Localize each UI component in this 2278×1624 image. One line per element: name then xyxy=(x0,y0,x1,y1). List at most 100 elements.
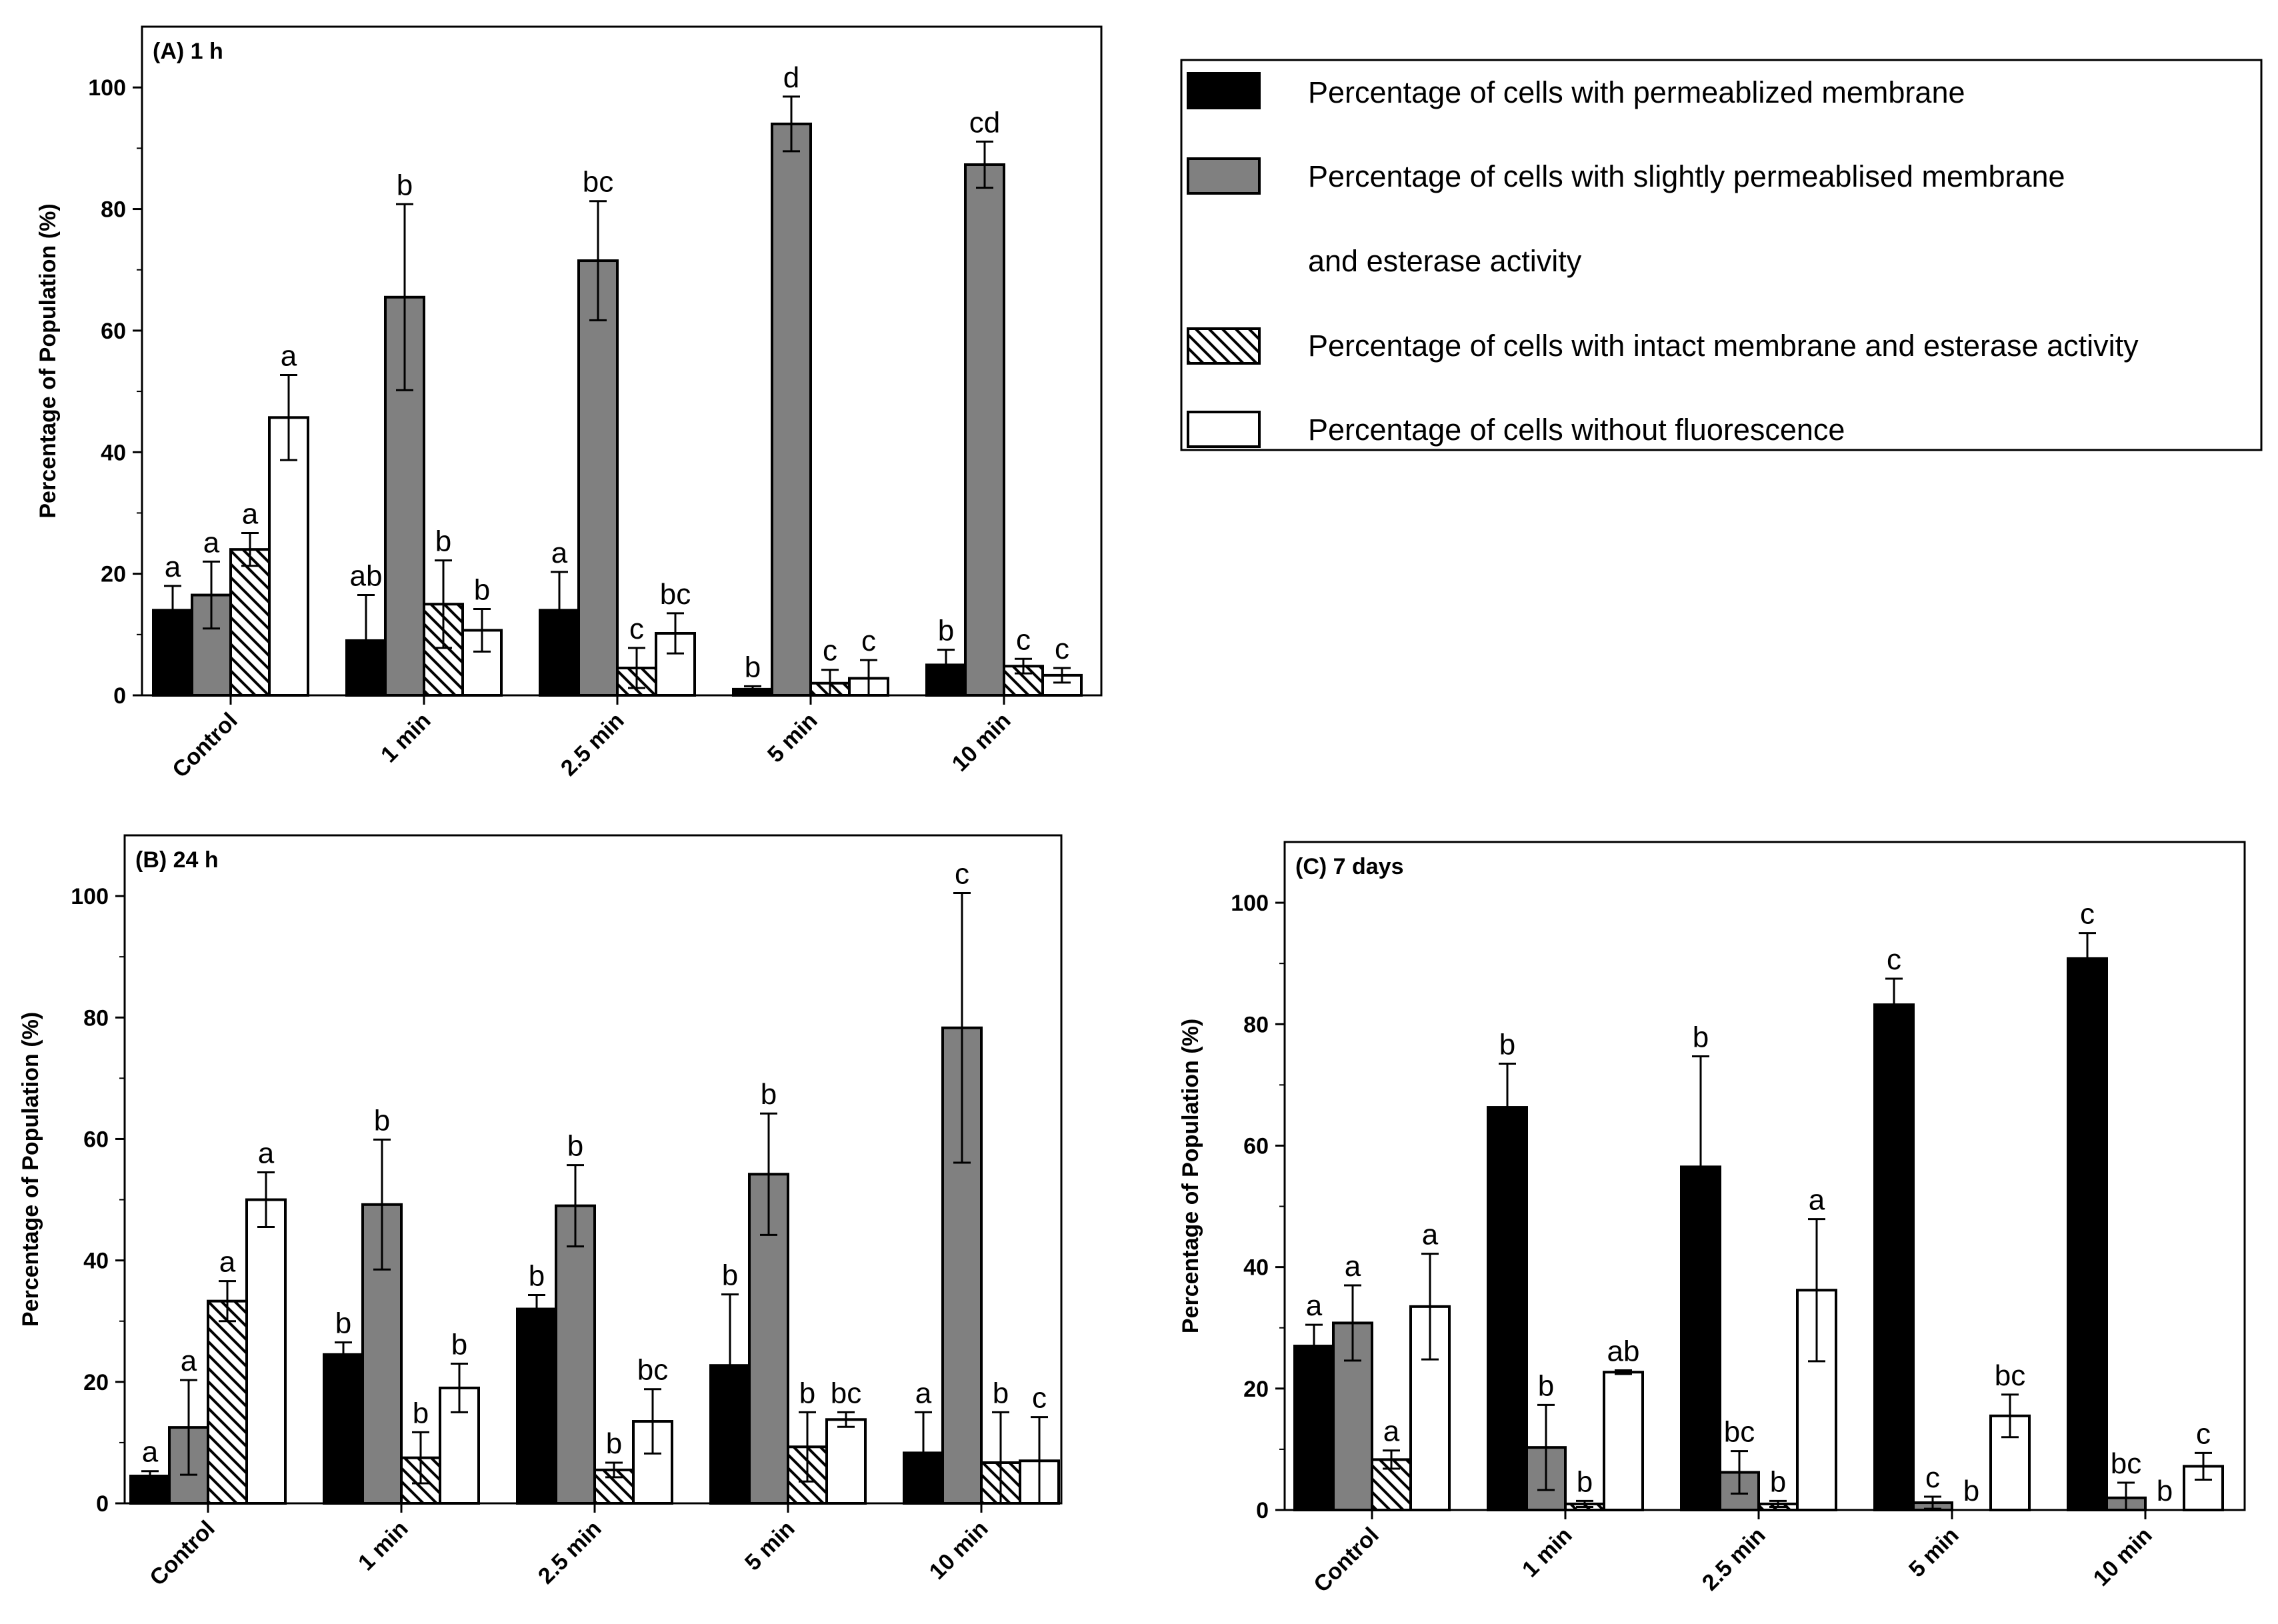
panel-a-chart: (A) 1 h Percentage of Population (%) 0 20 40… xyxy=(35,25,1103,783)
panel-c-y-tick-label: 100 xyxy=(1231,891,1269,916)
panel-b-significance-letter: b xyxy=(451,1328,467,1361)
panel-a-significance-letter: b xyxy=(397,169,413,201)
panel-b-bar-permeablized xyxy=(516,1307,557,1505)
panel-b-significance-letter: b xyxy=(567,1130,583,1163)
panel-b-chart: (B) 24 h Percentage of Population (%) 0 20 4… xyxy=(18,834,1063,1591)
panel-c-significance-letter: c xyxy=(1925,1461,1940,1494)
legend-item-slightly-permeablised: Percentage of cells with slightly permea… xyxy=(1187,157,2065,278)
panel-b-y-tick-label: 100 xyxy=(71,884,109,909)
panel-b-y-tick-label: 0 xyxy=(96,1491,109,1517)
panel-a-significance-letter: b xyxy=(745,651,761,683)
panel-b-x-tick-label: 5 min xyxy=(740,1516,800,1576)
panel-a-significance-letter: b xyxy=(435,525,451,558)
panel-b-bar-nofluor xyxy=(245,1198,287,1505)
panel-c-y-tick-label: 20 xyxy=(1243,1377,1269,1402)
panel-c-significance-letter: bc xyxy=(1724,1416,1755,1449)
panel-c-y-axis-title: Percentage of Population (%) xyxy=(1178,1019,1203,1333)
panel-c-significance-letter: c xyxy=(2196,1417,2211,1450)
legend-item-intact: Percentage of cells with intact membrane… xyxy=(1187,327,2139,365)
panel-c-title: (C) 7 days xyxy=(1295,854,1404,879)
panel-b-significance-letter: bc xyxy=(637,1354,668,1387)
panel-b-title: (B) 24 h xyxy=(135,847,219,873)
panel-a-x-tick-label: 10 min xyxy=(947,708,1016,777)
panel-a-significance-letter: bc xyxy=(660,578,691,611)
panel-b-significance-letter: a xyxy=(258,1137,275,1170)
panel-b-y-tick-label: 80 xyxy=(83,1005,109,1031)
panel-a-y-tick-label: 60 xyxy=(101,319,126,344)
panel-a-significance-letter: a xyxy=(203,526,220,559)
panel-c-bar-permeablized xyxy=(1293,1345,1335,1512)
panel-b-x-tick-label: 1 min xyxy=(353,1516,413,1576)
legend-swatch-black xyxy=(1187,72,1261,109)
panel-b-bar-slightly xyxy=(748,1173,789,1505)
panel-b-significance-letter: b xyxy=(413,1397,429,1429)
panel-c-significance-letter: b xyxy=(1538,1369,1554,1402)
panel-b-significance-letter: a xyxy=(915,1377,932,1409)
panel-c-significance-letter: a xyxy=(1809,1184,1825,1217)
panel-a-significance-letter: a xyxy=(551,537,568,569)
panel-c-bar-permeablized xyxy=(1873,1003,1915,1511)
panel-b-y-tick-label: 60 xyxy=(83,1127,109,1152)
panel-b-significance-letter: a xyxy=(142,1436,159,1469)
panel-c-significance-letter: c xyxy=(1887,943,1901,976)
panel-b-y-axis-title: Percentage of Population (%) xyxy=(18,1012,43,1327)
panel-b-significance-letter: b xyxy=(799,1377,815,1409)
panel-c-x-tick-label: 10 min xyxy=(2089,1523,2157,1591)
panel-c-significance-letter: ab xyxy=(1607,1335,1640,1367)
panel-c-significance-letter: bc xyxy=(2111,1447,2141,1480)
panel-c-significance-letter: b xyxy=(1963,1475,1979,1507)
panel-c-significance-letter: b xyxy=(1499,1028,1515,1061)
panel-c-chart: (C) 7 days Percentage of Population (%) 0 2… xyxy=(1178,841,2246,1597)
panel-b-y-tick-label: 20 xyxy=(83,1370,109,1395)
panel-a-significance-letter: c xyxy=(861,625,876,657)
panel-a-significance-letter: bc xyxy=(583,166,613,199)
panel-c-y-tick-label: 80 xyxy=(1243,1012,1269,1037)
panel-b-significance-letter: b xyxy=(529,1260,545,1293)
panel-b-significance-letter: b xyxy=(722,1259,738,1292)
panel-a-bar-nofluor xyxy=(655,631,696,697)
panel-c-x-tick-label: 2.5 min xyxy=(1697,1523,1771,1596)
panel-b-y-tick-label: 40 xyxy=(83,1249,109,1274)
legend-swatch-hatched xyxy=(1187,327,1261,365)
panel-c-significance-letter: b xyxy=(2157,1475,2173,1507)
panel-b-significance-letter: c xyxy=(955,858,969,891)
panel-c-x-tick-label: 1 min xyxy=(1517,1523,1577,1583)
panel-b-bar-nofluor xyxy=(825,1418,867,1505)
panel-c-y-tick-label: 60 xyxy=(1243,1133,1269,1159)
panel-b-x-tick-label: Control xyxy=(145,1516,219,1591)
panel-a-y-tick-label: 20 xyxy=(101,562,126,587)
panel-b-significance-letter: b xyxy=(374,1104,390,1137)
panel-a-x-tick-label: 1 min xyxy=(376,708,436,768)
panel-a-x-tick-label: Control xyxy=(167,708,242,783)
panel-c-bar-nofluor xyxy=(1989,1414,2031,1511)
panel-c-y-tick-label: 40 xyxy=(1243,1255,1269,1281)
panel-a-significance-letter: cd xyxy=(969,106,1000,139)
panel-b-significance-letter: b xyxy=(606,1427,622,1460)
panel-c-significance-letter: b xyxy=(1770,1465,1786,1498)
legend-label-slightly-permeablised-line2: and esterase activity xyxy=(1308,244,1582,278)
panel-a-y-tick-label: 40 xyxy=(101,440,126,465)
panel-a-bar-slightly xyxy=(577,259,619,697)
panel-a-x-tick-label: 2.5 min xyxy=(556,708,629,781)
panel-c-x-tick-label: 5 min xyxy=(1904,1523,1964,1583)
legend-swatch-gray xyxy=(1187,157,1261,195)
panel-b-significance-letter: c xyxy=(1032,1382,1047,1415)
panel-b-bar-intact xyxy=(207,1299,248,1505)
panel-b-x-tick-label: 2.5 min xyxy=(533,1516,607,1589)
panel-c-bar-permeablized xyxy=(1487,1106,1528,1511)
panel-c-significance-letter: c xyxy=(2080,898,2095,931)
panel-c-bar-permeablized xyxy=(2067,957,2108,1511)
panel-c-significance-letter: a xyxy=(1306,1289,1323,1322)
legend-label-slightly-permeablised-line1: Percentage of cells with slightly permea… xyxy=(1308,159,2065,193)
panel-c-y-tick-label: 0 xyxy=(1256,1498,1269,1523)
legend-label-no-fluorescence: Percentage of cells without fluorescence xyxy=(1308,413,1845,447)
panel-a-significance-letter: a xyxy=(281,339,297,372)
panel-c-bar-nofluor xyxy=(1603,1371,1644,1511)
panel-b-x-tick-label: 10 min xyxy=(925,1516,993,1585)
legend-item-permeablized: Percentage of cells with permeablized me… xyxy=(1187,72,1965,109)
panel-b-significance-letter: b xyxy=(993,1377,1009,1409)
legend-swatch-white xyxy=(1187,411,1261,448)
panel-c-significance-letter: a xyxy=(1422,1219,1439,1251)
panel-a-significance-letter: c xyxy=(1016,623,1031,656)
legend-label-permeablized: Percentage of cells with permeablized me… xyxy=(1308,75,1965,109)
